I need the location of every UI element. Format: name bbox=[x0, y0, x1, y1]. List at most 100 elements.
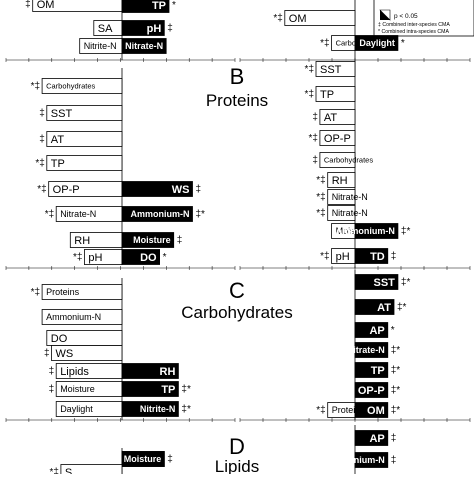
left-b-bar-10-significance: *‡ bbox=[73, 252, 82, 263]
right-c-bar-6-significance: *‡ bbox=[316, 405, 325, 416]
left-d-bar-1 bbox=[121, 451, 165, 467]
left-a-bar-3 bbox=[121, 20, 165, 36]
legend-sig-swatch-white bbox=[379, 9, 391, 21]
right-b-bar-5-significance: *‡ bbox=[316, 175, 325, 186]
left-c-bar-4-label: Lipids bbox=[60, 366, 89, 378]
left-b-bar-6-label: Nitrate-N bbox=[60, 209, 96, 219]
right-a-bar-0 bbox=[284, 10, 356, 26]
left-a-bar-0-label: OM bbox=[37, 0, 55, 11]
left-a-bar-3-label: pH bbox=[147, 23, 162, 35]
left-b-bar-4-label: OP-P bbox=[53, 184, 80, 196]
right-b-bar-1 bbox=[315, 86, 356, 102]
right-c-bar-1-significance: ‡* bbox=[397, 302, 407, 313]
right-d-bar-0 bbox=[354, 430, 389, 446]
left-c-bar-7-significance: ‡* bbox=[181, 384, 191, 395]
right-c-bar-0-significance: ‡* bbox=[401, 277, 411, 288]
right-b-bar-10-significance: *‡ bbox=[320, 251, 329, 262]
left-a-bar-1 bbox=[121, 0, 170, 13]
right-b-bar-2 bbox=[319, 109, 356, 125]
right-b-bar-4-significance: ‡ bbox=[312, 155, 318, 166]
left-b-bar-6-significance: *‡ bbox=[45, 209, 54, 220]
panel-b-title: Proteins bbox=[206, 91, 268, 110]
right-b-bar-5-label: RH bbox=[332, 175, 348, 187]
left-c-bar-4-significance: ‡ bbox=[49, 366, 55, 377]
right-b-bar-3-significance: *‡ bbox=[308, 133, 317, 144]
right-c-bar-3-significance: ‡* bbox=[391, 345, 401, 356]
left-a-bar-4-label: Nitrite-N bbox=[84, 41, 117, 51]
right-c-bar-1 bbox=[354, 299, 395, 315]
right-b-bar-6-significance: *‡ bbox=[316, 192, 325, 203]
right-a-bar-2-label: Daylight bbox=[359, 38, 395, 48]
right-b-bar-3 bbox=[319, 130, 356, 146]
right-c-bar-4-label: TP bbox=[371, 365, 385, 377]
right-d-bar-0-significance: ‡ bbox=[391, 433, 397, 444]
left-c-bar-5-label: RH bbox=[160, 366, 176, 378]
right-c-bar-3-label: Nitrate-N bbox=[347, 345, 385, 355]
chart-marks: OM ‡ TP * SA pH ‡ Nitrite-N Nitrate-N Carbohydrat… bbox=[5, 0, 471, 479]
left-c-bar-1 bbox=[41, 309, 123, 325]
left-c-bar-7 bbox=[121, 381, 179, 397]
right-c-bar-2-significance: * bbox=[391, 325, 395, 336]
left-c-bar-6-label: Moisture bbox=[60, 384, 95, 394]
right-b-bar-4-label: Carbohydrates bbox=[324, 156, 373, 165]
right-b-bar-1-label: TP bbox=[320, 89, 334, 101]
right-c-bar-6-label: Proteins bbox=[332, 405, 366, 415]
right-c-bar-2 bbox=[354, 322, 389, 338]
left-a-bar-1-significance: * bbox=[172, 0, 176, 11]
left-b-bar-3-significance: *‡ bbox=[35, 158, 44, 169]
left-d-bar-1-label: Moisture bbox=[124, 454, 162, 464]
left-b-bar-7-label: Ammonium-N bbox=[131, 209, 190, 219]
right-b-bar-0-significance: *‡ bbox=[305, 64, 314, 75]
right-c-bar-0 bbox=[354, 274, 399, 290]
right-c-bar-5 bbox=[354, 382, 389, 398]
left-c-bar-7-label: TP bbox=[161, 384, 175, 396]
left-a-bar-1-label: TP bbox=[152, 0, 166, 12]
left-b-bar-0 bbox=[41, 78, 123, 94]
right-a-bar-2 bbox=[354, 35, 399, 51]
left-a-bar-2-label: SA bbox=[98, 23, 113, 35]
left-b-bar-7-significance: ‡* bbox=[196, 209, 206, 220]
right-b-bar-7-significance: *‡ bbox=[316, 208, 325, 219]
left-b-bar-9-significance: ‡ bbox=[177, 235, 183, 246]
legend-frame bbox=[373, 0, 474, 37]
left-c-bar-9-label: Nitrite-N bbox=[140, 404, 176, 414]
left-b-bar-8-label: RH bbox=[74, 235, 90, 247]
right-c-bar-4 bbox=[354, 362, 389, 378]
right-b-bar-8-label: Moisture bbox=[336, 226, 371, 236]
left-c-bar-9 bbox=[121, 401, 179, 417]
left-b-bar-2-label: AT bbox=[51, 134, 65, 146]
left-d-bar-0-significance: ‡ bbox=[167, 454, 173, 465]
panel-d-letter: D bbox=[229, 434, 245, 459]
left-b-bar-1-significance: ‡ bbox=[39, 108, 45, 119]
left-c-bar-3-label: WS bbox=[56, 348, 74, 360]
right-b-bar-2-label: AT bbox=[324, 112, 338, 124]
left-b-bar-1 bbox=[46, 105, 123, 121]
right-a-bar-0-label: OM bbox=[289, 13, 307, 25]
right-b-bar-7 bbox=[327, 205, 356, 221]
right-b-bar-6 bbox=[327, 189, 356, 205]
right-b-bar-3-label: OP-P bbox=[324, 133, 351, 145]
left-b-bar-1-label: SST bbox=[51, 108, 73, 120]
left-b-bar-9 bbox=[121, 232, 175, 248]
right-c-bar-7-label: OM bbox=[367, 405, 385, 417]
left-b-bar-11-label: DO bbox=[140, 252, 157, 264]
panel-c-letter: C bbox=[229, 278, 245, 303]
right-b-bar-11-significance: ‡ bbox=[391, 251, 397, 262]
left-b-bar-2 bbox=[46, 131, 123, 147]
left-c-bar-1-label: Ammonium-N bbox=[46, 312, 101, 322]
right-d-bar-0-label: AP bbox=[369, 433, 384, 445]
right-c-bar-7 bbox=[354, 402, 389, 418]
right-c-bar-3 bbox=[354, 342, 389, 358]
right-c-bar-1-label: AT bbox=[377, 302, 391, 314]
left-b-bar-0-label: Carbohydrates bbox=[46, 82, 95, 91]
right-b-bar-4 bbox=[319, 152, 356, 168]
right-c-bar-0-label: SST bbox=[373, 277, 395, 289]
left-b-bar-5-label: WS bbox=[172, 184, 190, 196]
right-a-bar-2-significance: * bbox=[401, 38, 405, 49]
right-b-bar-11 bbox=[354, 248, 389, 264]
right-b-bar-6-label: Nitrate-N bbox=[332, 192, 368, 202]
right-b-bar-1-significance: *‡ bbox=[305, 89, 314, 100]
left-b-bar-11-significance: * bbox=[163, 252, 167, 263]
right-c-bar-5-label: OP-P bbox=[358, 385, 385, 397]
